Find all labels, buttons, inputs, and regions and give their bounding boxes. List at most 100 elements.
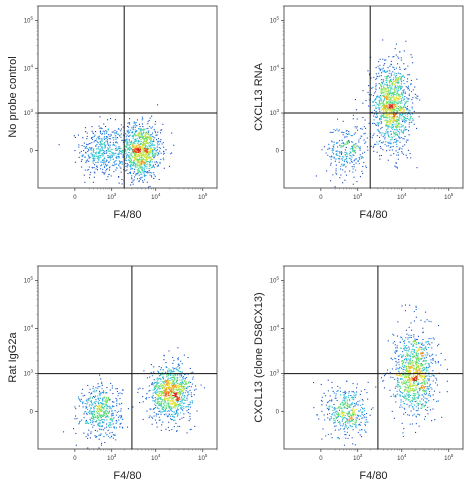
event-dot (136, 134, 138, 136)
event-dot (381, 79, 383, 81)
event-dot (172, 394, 174, 396)
event-dot (116, 155, 118, 157)
event-dot (86, 135, 88, 137)
event-dot (126, 146, 128, 148)
event-dot (162, 386, 164, 388)
event-dot (416, 98, 418, 100)
event-dot (375, 123, 377, 125)
event-dot (184, 380, 186, 382)
event-dot (186, 383, 188, 385)
event-dot (138, 161, 140, 163)
event-dot (175, 413, 177, 415)
event-dot (372, 86, 374, 88)
event-dot (404, 144, 406, 146)
event-dot (105, 432, 107, 434)
event-dot (384, 76, 386, 78)
event-dot (378, 87, 380, 89)
event-dot (157, 394, 159, 396)
event-dot (346, 152, 348, 154)
event-dot (97, 416, 99, 418)
event-dot (168, 388, 170, 390)
event-dot (382, 106, 384, 108)
event-dot (172, 386, 174, 388)
event-dot (403, 428, 405, 430)
event-dot (150, 152, 152, 154)
event-dot (364, 429, 366, 431)
x-tick-label: 0 (73, 195, 77, 201)
event-dot (145, 156, 147, 158)
event-dot (396, 350, 398, 352)
event-dot (335, 172, 337, 174)
event-dot (136, 178, 138, 180)
event-dot (107, 143, 109, 145)
event-dot (397, 108, 399, 110)
event-dot (358, 424, 360, 426)
event-dot (175, 381, 177, 383)
event-dot (396, 116, 398, 118)
event-dot (102, 414, 104, 416)
event-dot (99, 394, 101, 396)
event-dot (400, 59, 402, 61)
event-dot (354, 152, 356, 154)
event-dot (394, 141, 396, 143)
event-dot (170, 395, 172, 397)
event-dot (420, 319, 422, 321)
event-dot (395, 347, 397, 349)
event-dot (357, 415, 359, 417)
event-dot (96, 419, 98, 421)
event-dot (389, 99, 391, 101)
event-dot (392, 333, 394, 335)
y-tick-label: 105 (270, 15, 280, 24)
event-dot (348, 153, 350, 155)
event-dot (338, 438, 340, 440)
event-dot (336, 437, 338, 439)
event-dot (346, 136, 348, 138)
event-dot (134, 159, 136, 161)
event-dot (135, 130, 137, 132)
event-dot (105, 399, 107, 401)
event-dot (183, 376, 185, 378)
event-dot (417, 413, 419, 415)
event-dot (104, 165, 106, 167)
event-dot (135, 147, 137, 149)
event-dot (384, 134, 386, 136)
event-dot (360, 135, 362, 137)
event-dot (381, 85, 383, 87)
event-dot (160, 402, 162, 404)
event-dot (385, 129, 387, 131)
event-dot (167, 371, 169, 373)
event-dot (147, 146, 149, 148)
event-dot (396, 111, 398, 113)
event-dot (407, 65, 409, 67)
event-dot (181, 390, 183, 392)
event-dot (396, 377, 398, 379)
event-dot (99, 150, 101, 152)
event-dot (376, 102, 378, 104)
event-dot (395, 166, 397, 168)
event-dot (136, 172, 138, 174)
event-dot (391, 93, 393, 95)
event-dot (83, 150, 85, 152)
event-dot (356, 403, 358, 405)
event-dot (405, 141, 407, 143)
event-dot (171, 408, 173, 410)
event-dot (348, 395, 350, 397)
event-dot (94, 396, 96, 398)
event-dot (399, 73, 401, 75)
event-dot (389, 102, 391, 104)
event-dot (165, 388, 167, 390)
event-dot (91, 402, 93, 404)
event-dot (404, 340, 406, 342)
event-dot (361, 436, 363, 438)
event-dot (383, 86, 385, 88)
event-dot (401, 151, 403, 153)
event-dot (351, 437, 353, 439)
event-dot (107, 155, 109, 157)
event-dot (320, 383, 322, 385)
event-dot (161, 387, 163, 389)
event-dot (359, 137, 361, 139)
event-dot (346, 408, 348, 410)
event-dot (363, 407, 365, 409)
event-dot (129, 149, 131, 151)
event-dot (342, 399, 344, 401)
